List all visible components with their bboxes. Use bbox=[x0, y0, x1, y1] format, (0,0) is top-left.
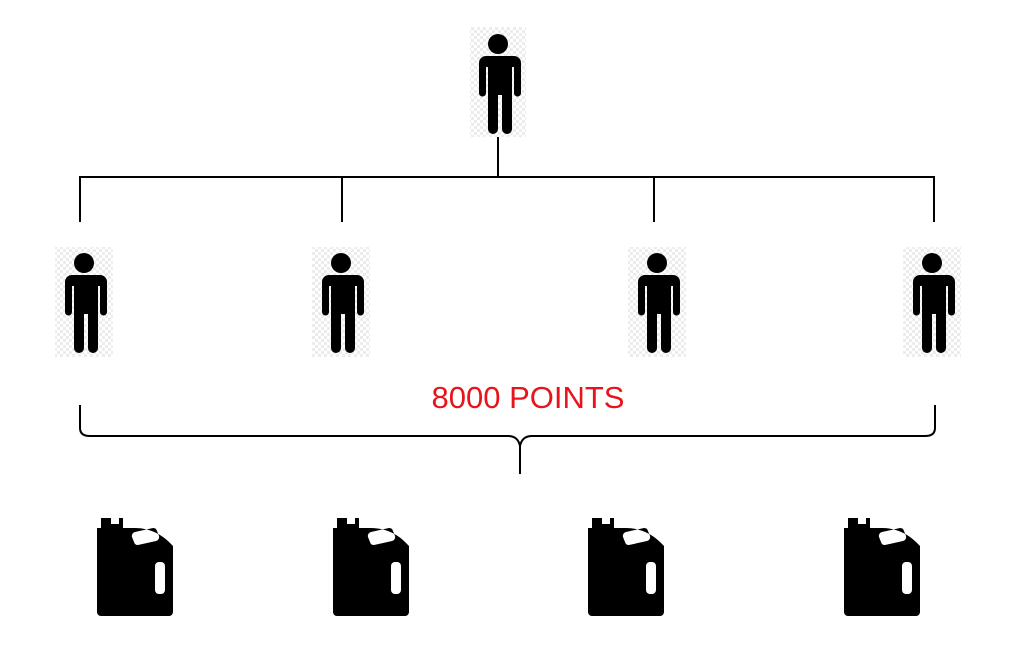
root-person-node bbox=[470, 27, 526, 137]
oil-jug-icon bbox=[588, 518, 664, 616]
child-person-node-3 bbox=[628, 247, 686, 357]
curly-brace bbox=[79, 405, 936, 474]
points-label: 8000 POINTS bbox=[431, 380, 625, 415]
oil-jug-icon bbox=[97, 518, 173, 616]
tree-connectors bbox=[79, 137, 936, 474]
child-person-node-2 bbox=[312, 247, 370, 357]
oil-jug-icon bbox=[844, 518, 920, 616]
oil-jug-icon bbox=[333, 518, 409, 616]
child-person-node-4 bbox=[903, 247, 961, 357]
child-person-node-1 bbox=[55, 247, 113, 357]
